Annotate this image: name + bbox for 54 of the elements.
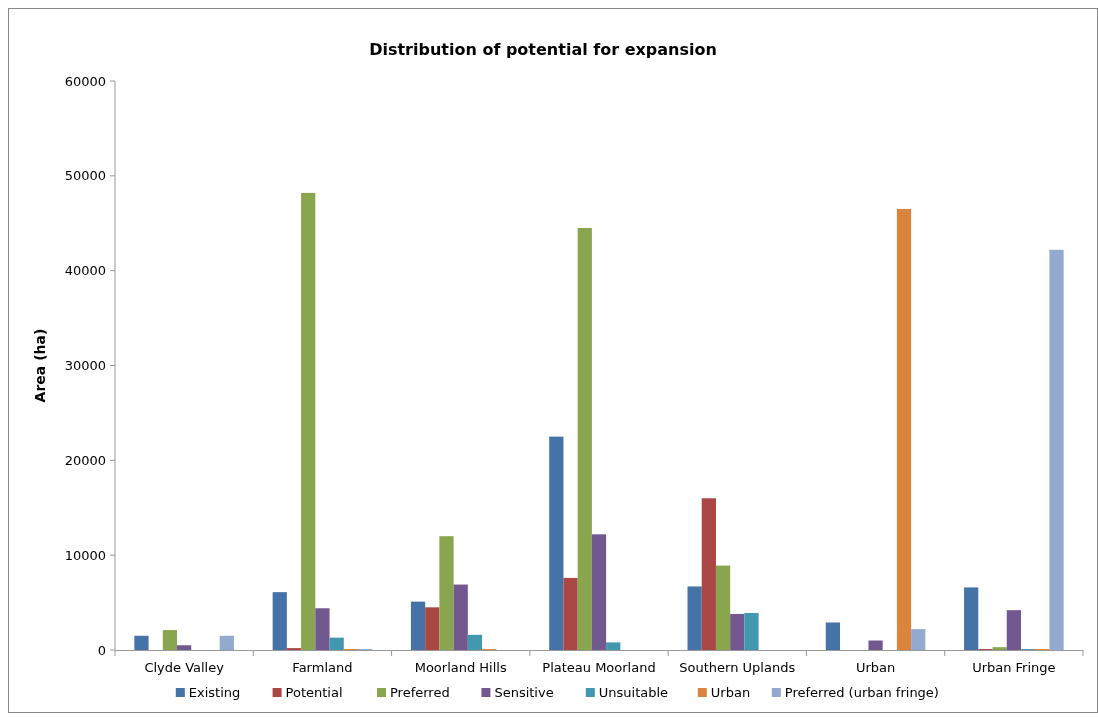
bar <box>219 635 234 650</box>
y-tick-label: 60000 <box>64 73 106 89</box>
x-tick-label: Urban <box>855 660 896 675</box>
bar <box>606 642 621 650</box>
bar <box>410 601 426 650</box>
x-tick-label: Plateau Moorland <box>542 660 656 675</box>
legend-label: Preferred <box>390 685 450 700</box>
bar <box>701 498 716 650</box>
legend-label: Existing <box>188 685 241 700</box>
x-tick-label: Urban Fringe <box>972 660 1056 675</box>
bar <box>825 622 841 650</box>
y-tick-label: 0 <box>97 642 106 658</box>
y-axis-title: Area (ha) <box>32 328 48 403</box>
legend-label: Urban <box>710 685 751 700</box>
y-tick-label: 40000 <box>64 263 106 279</box>
legend-label: Sensitive <box>494 685 554 700</box>
bar <box>453 584 468 650</box>
bar <box>964 587 979 650</box>
bar <box>467 634 483 650</box>
y-tick-label: 30000 <box>64 358 106 374</box>
bar <box>177 645 192 650</box>
bar <box>868 640 883 650</box>
legend-label: Unsuitable <box>598 685 669 700</box>
bar <box>715 565 731 650</box>
bar <box>162 630 178 650</box>
bar <box>896 209 912 650</box>
bar <box>1006 610 1021 650</box>
bar <box>563 577 578 650</box>
y-tick-label: 20000 <box>64 452 106 468</box>
bar <box>315 608 330 650</box>
legend-label: Preferred (urban fringe) <box>784 685 939 700</box>
y-tick-label: 10000 <box>64 547 106 563</box>
bar <box>687 586 702 650</box>
legend-label: Potential <box>285 685 343 700</box>
bar <box>730 613 745 650</box>
bar <box>301 192 316 650</box>
chart-title: Distribution of potential for expansion <box>369 40 717 59</box>
bar <box>591 534 607 650</box>
bar <box>992 647 1007 650</box>
bar <box>1049 249 1064 650</box>
bar <box>425 607 440 650</box>
x-tick-label: Moorland Hills <box>414 660 507 675</box>
bar <box>134 635 149 650</box>
bar <box>577 227 592 650</box>
x-tick-label: Southern Uplands <box>679 660 796 675</box>
bar <box>439 536 454 650</box>
y-tick-label: 50000 <box>64 168 106 184</box>
bar <box>272 592 287 650</box>
x-tick-label: Farmland <box>292 660 353 675</box>
bar <box>329 637 344 650</box>
bar <box>549 436 564 650</box>
bar <box>744 613 759 650</box>
bar <box>911 629 926 650</box>
x-tick-label: Clyde Valley <box>144 660 225 675</box>
